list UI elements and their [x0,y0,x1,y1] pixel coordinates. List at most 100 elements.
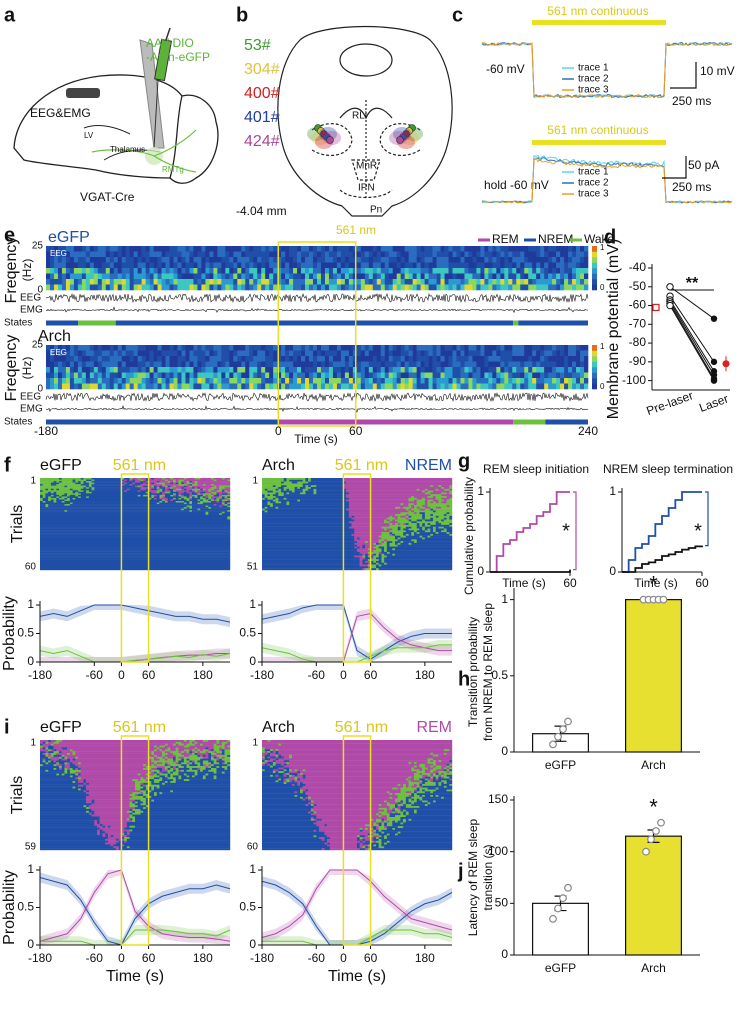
raster-run [362,829,374,832]
raster-run [400,512,415,515]
spectrogram-cell [185,246,190,252]
raster-run [395,517,398,520]
raster-run [110,844,114,847]
raster-run [403,826,453,829]
raster-run [40,835,103,838]
spectrogram-cell [113,279,119,285]
spectrogram-cell [289,262,294,269]
spectrogram-cell [324,246,330,252]
spectrogram-cell [356,378,362,384]
spectrogram-cell [221,246,226,252]
raster-run [289,488,295,491]
raster-run [40,502,71,505]
raster-run [419,763,426,766]
raster-run [105,838,117,841]
raster-run [262,499,274,502]
spectrogram-cell [65,279,71,285]
raster-run [40,490,43,492]
raster-run [94,812,130,815]
spectrogram-cell [313,372,318,379]
spectrogram-cell [257,345,262,351]
raster-run [376,829,379,832]
spectrogram-cell [317,361,322,368]
spectrogram-cell [432,262,437,269]
spectrogram-cell [492,350,497,357]
spectrogram-cell [568,356,573,362]
injection-sites [307,124,423,149]
spectrogram-cell [185,279,190,285]
spectrogram-cell [221,262,226,269]
spectrogram-cell [53,251,59,258]
x-tick-label: -180 [250,668,274,682]
spectrogram-cell [133,350,138,357]
spectrogram-cell [440,361,445,368]
spectrogram-cell [544,361,549,368]
raster-run [170,751,179,754]
raster-run [78,496,81,499]
raster-run [278,494,284,497]
raster-run [365,828,369,831]
spectrogram-cell [320,350,326,357]
colorbar-cell [592,356,597,362]
spectrogram-cell [205,246,210,252]
spectrogram-cell [540,246,545,252]
raster-run [354,546,358,549]
spectrogram-cell [209,273,214,280]
raster-run [422,514,426,517]
raster-run [40,823,95,826]
raster-run [381,541,385,544]
raster-run [348,526,382,529]
spectrogram-cell [500,268,505,274]
raster-run [294,780,409,783]
spectrogram-cell [512,246,517,252]
spectrogram-cell [317,257,322,263]
raster-run [389,533,393,536]
raster-run [427,490,434,493]
raster-run [270,751,274,754]
raster-run [181,775,187,778]
raster-run [53,491,57,494]
raster-run [45,760,49,763]
raster-run [221,499,228,502]
spectrogram-cell [141,378,146,384]
spectrogram-cell [253,279,258,285]
raster-run [219,756,223,759]
spectrogram-cell [161,383,166,390]
spectrogram-cell [153,279,158,285]
spectrogram-cell [105,350,111,357]
raster-run [438,795,453,798]
raster-run [48,762,57,765]
raster-run [110,825,128,828]
raster-run [175,494,179,497]
spectrogram-cell [46,350,51,357]
spectrogram-cell [448,345,453,351]
raster-run [367,555,371,558]
spectrogram-cell [213,273,218,280]
spectrogram-cell [265,279,270,285]
spectrogram-cell [46,345,51,351]
spectrogram-cell [233,257,238,263]
spectrogram-cell [245,257,250,263]
spectrogram-cell [400,356,405,362]
spectrogram-cell [209,383,214,390]
raster-run [118,848,231,851]
spectrogram-cell [404,378,409,384]
raster-run [221,478,225,480]
raster-run [392,793,396,796]
raster-run [414,510,434,513]
pair-line [669,286,715,320]
raster-run [40,513,206,515]
spectrogram-cell [376,372,382,379]
raster-run [154,799,231,802]
spectrogram-cell [332,246,338,252]
raster-run [40,565,231,568]
raster-run [392,824,453,827]
spectrogram-cell [209,345,214,351]
spectrogram-cell [149,361,154,368]
raster-run [156,767,163,771]
raster-run [181,494,185,497]
raster-run [416,771,426,774]
raster-run [78,490,84,492]
spectrogram-cell [524,273,529,280]
raster-run [395,548,453,551]
